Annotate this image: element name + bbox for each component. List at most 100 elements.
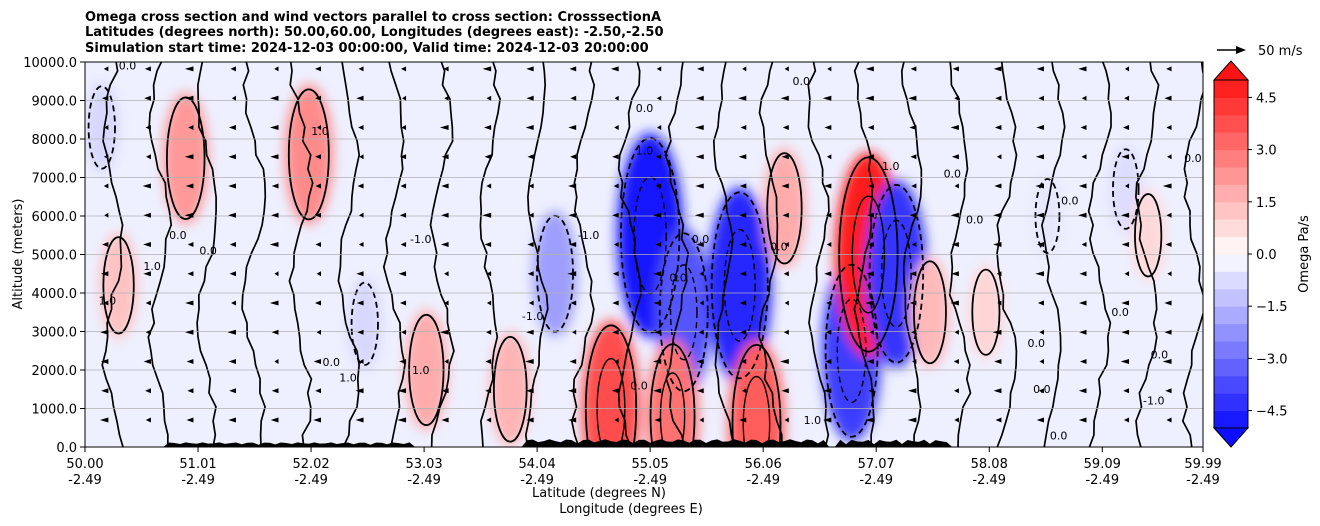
x-tick-label-lon: -2.49: [633, 473, 667, 488]
wind-vector: [653, 329, 662, 335]
contour-line: [479, 62, 501, 447]
wind-vector: [568, 212, 577, 218]
wind-vector: [740, 359, 747, 365]
contour-label: 0.0: [630, 379, 648, 392]
colorbar-segment: [1214, 271, 1248, 290]
wind-vector: [1035, 183, 1044, 189]
wind-vector: [356, 95, 364, 101]
wind-vector: [1124, 95, 1130, 101]
wind-vector: [824, 183, 832, 189]
colorbar-segment: [1214, 132, 1248, 151]
wind-vector: [1038, 95, 1044, 101]
wind-vector: [439, 329, 449, 335]
wind-vector: [526, 66, 534, 72]
wind-vector: [867, 124, 874, 130]
wind-vector: [486, 417, 492, 423]
wind-vector: [185, 329, 194, 335]
contour-line: [101, 62, 124, 447]
contour-label: 0.0: [770, 241, 788, 254]
wind-vector: [1121, 300, 1130, 306]
x-tick-label-lon: -2.49: [1085, 473, 1119, 488]
wind-vector: [1120, 212, 1130, 218]
wind-vector: [694, 212, 704, 218]
x-tick-label-lon: -2.49: [407, 473, 441, 488]
x-tick-label-lat: 52.02: [292, 457, 329, 472]
colorbar-segment: [1214, 97, 1248, 116]
wind-vector: [825, 359, 832, 365]
wind-vector: [696, 66, 704, 72]
wind-vector: [1123, 124, 1130, 130]
contour-label: 1.0: [339, 372, 357, 385]
y-tick-label: 9000.0: [32, 95, 78, 110]
colorbar-segment: [1214, 393, 1248, 412]
wind-vector: [612, 212, 619, 218]
wind-vector: [401, 124, 407, 130]
wind-vector: [399, 359, 407, 365]
wind-vector: [228, 359, 236, 365]
terrain: [85, 439, 1203, 447]
omega-region-descent-57.5: [909, 256, 950, 369]
wind-vector: [699, 417, 704, 423]
wind-vector: [865, 417, 874, 423]
wind-vector: [101, 388, 109, 394]
wind-vector: [826, 154, 832, 160]
x-tick-label-lat: 59.99: [1184, 457, 1221, 472]
wind-vector: [1124, 66, 1130, 72]
wind-vector: [486, 183, 492, 189]
wind-vector: [653, 388, 662, 394]
colorbar-tick-label: −4.5: [1256, 405, 1288, 420]
wind-vector: [784, 300, 789, 306]
contour-label: 0.0: [1028, 337, 1046, 350]
wind-vector: [313, 417, 322, 423]
wind-vector: [528, 300, 534, 306]
wind-vector: [316, 124, 322, 130]
omega-region-descent-56.25: [763, 148, 806, 269]
wind-vector: [528, 183, 534, 189]
wind-vector: [1036, 417, 1044, 423]
colorbar-tick-label: 3.0: [1256, 144, 1277, 159]
contour-line: [996, 62, 1018, 447]
contour-line: [382, 62, 406, 447]
wind-vector: [997, 300, 1002, 306]
contour-label: 0.0: [792, 75, 810, 88]
wind-vector: [908, 95, 917, 101]
wind-vector: [359, 154, 364, 160]
contour-ascent-52.2: [350, 281, 379, 366]
wind-vector: [780, 95, 789, 101]
wind-vector: [652, 212, 662, 218]
wind-vector: [104, 212, 109, 218]
wind-vector: [907, 417, 917, 423]
wind-vector: [315, 388, 322, 394]
wind-vector: [1080, 124, 1087, 130]
wind-vector: [822, 95, 832, 101]
wind-vector: [184, 154, 194, 160]
omega-region-ascent-50.1-top: [85, 81, 119, 174]
contour-line: [1087, 62, 1112, 447]
wind-vector: [269, 124, 279, 130]
wind-vector: [227, 329, 236, 335]
wind-vector: [950, 212, 959, 218]
wind-vector: [228, 417, 236, 423]
x-tick-label-lat: 50.00: [66, 457, 103, 472]
wind-vector: [184, 95, 194, 101]
wind-vector: [100, 329, 109, 335]
wind-vector: [738, 95, 747, 101]
wind-vector: [1125, 183, 1130, 189]
contour-label: -1.0: [578, 229, 599, 242]
wind-vector: [614, 359, 619, 365]
colorbar-segment: [1214, 114, 1248, 133]
contour-label: 0.0: [669, 271, 687, 284]
wind-vector: [1167, 271, 1172, 277]
wind-vector: [908, 388, 917, 394]
wind-vector: [996, 154, 1002, 160]
wind-vector: [526, 417, 534, 423]
wind-vector: [868, 388, 874, 394]
x-tick-label-lon: -2.49: [294, 473, 328, 488]
wind-vector: [485, 359, 492, 365]
wind-vector: [654, 417, 662, 423]
wind-vector: [1121, 241, 1130, 247]
wind-vector: [184, 212, 194, 218]
x-tick-label-lat: 54.04: [519, 457, 556, 472]
y-tick-label: 6000.0: [32, 210, 78, 225]
wind-vector: [781, 183, 789, 189]
